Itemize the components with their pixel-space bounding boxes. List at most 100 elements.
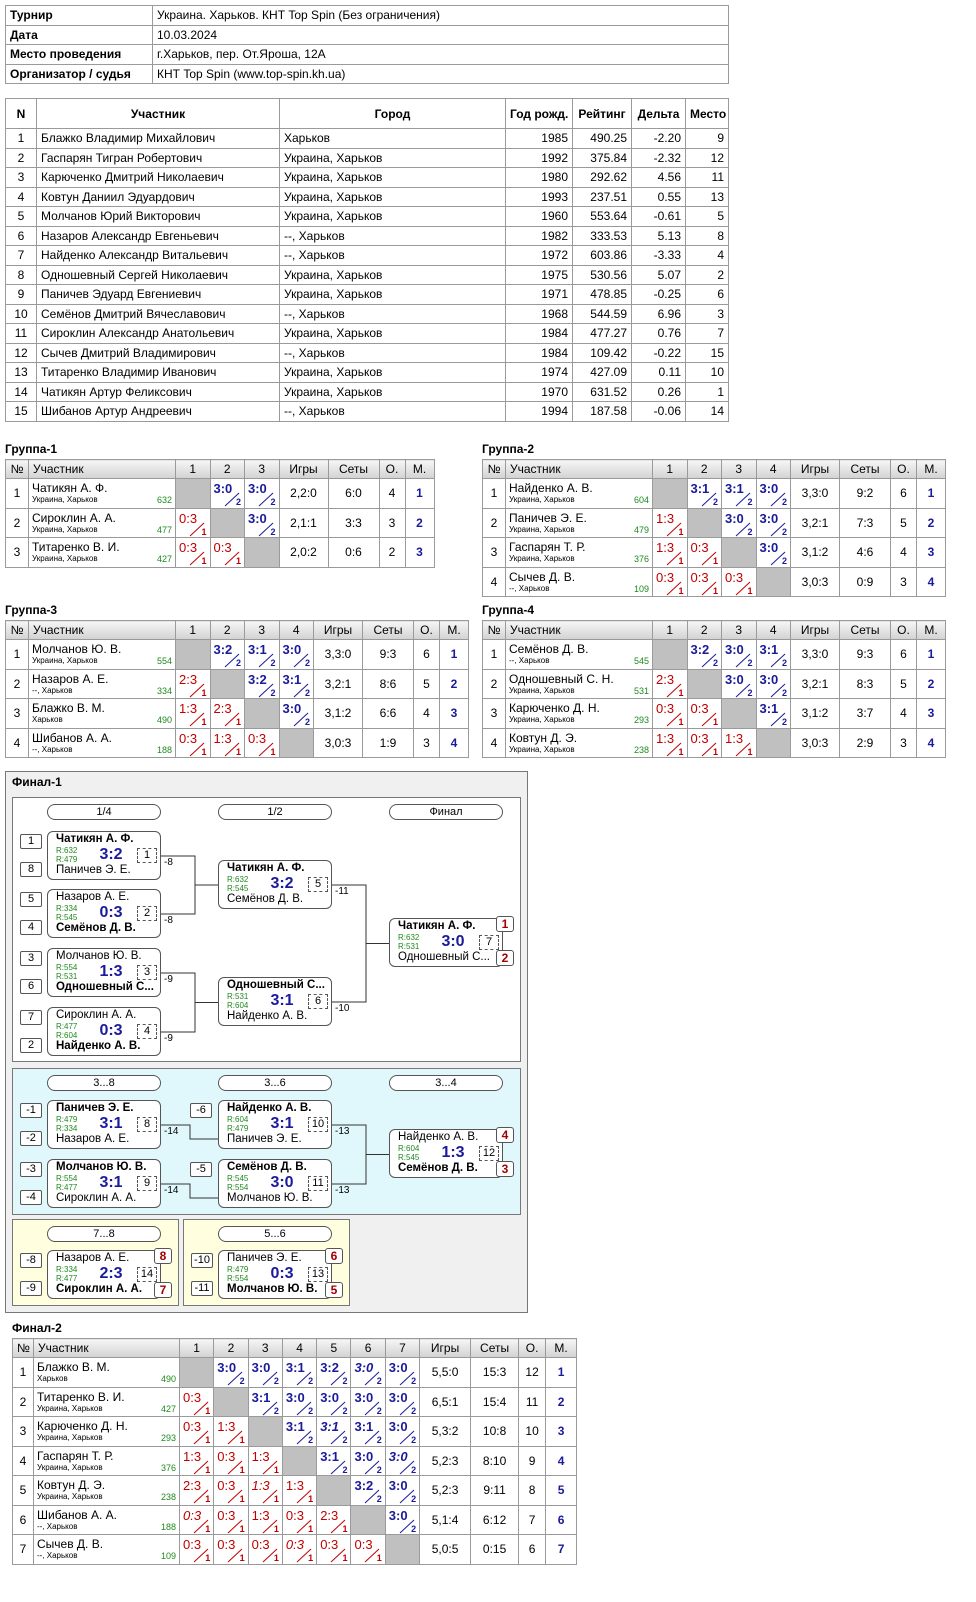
result-score: 3:1	[248, 642, 267, 658]
participant-city: --, Харьков	[509, 656, 550, 666]
player-rating: R:334	[56, 1124, 78, 1133]
result: 0:3 1	[215, 1476, 247, 1504]
result-slash	[293, 683, 308, 698]
result-score: 0:3	[217, 1537, 236, 1553]
column-header: 3	[244, 459, 280, 479]
result-score: 3:1	[759, 701, 779, 717]
games: 2,2:0	[278, 478, 329, 509]
participant-cell: 14	[5, 381, 37, 402]
result-slash	[262, 1460, 277, 1475]
seed: -10	[191, 1253, 213, 1268]
sets: 10:8	[470, 1416, 520, 1447]
result-cell: 0:3 1	[686, 566, 722, 597]
result-score: 0:3	[320, 1537, 339, 1553]
participant-cell: 4	[685, 245, 729, 266]
result-cell: 3:2 2	[244, 668, 280, 699]
result-score: 3:0	[725, 510, 744, 526]
result-points: 1	[747, 746, 753, 757]
slash-line	[296, 1401, 312, 1416]
result-slash	[365, 1401, 380, 1416]
participant-cell: Украина, Харьков	[279, 381, 506, 402]
participant-cell: 0.11	[631, 362, 686, 383]
participant-rating: 376	[160, 1462, 176, 1473]
result-points: 2	[342, 1405, 348, 1416]
place-box: 1	[496, 916, 514, 932]
player-rating: R:554	[227, 1183, 249, 1192]
result-score: 2:3	[656, 671, 675, 687]
place: 5	[545, 1475, 578, 1506]
result-points: 1	[235, 717, 241, 728]
participant-cell: Молчанов Юрий Викторович	[36, 206, 280, 227]
result-cell: 0:3 1	[175, 727, 211, 758]
points: 6	[890, 478, 917, 509]
participant-row: 3 Карюченко Дмитрий Николаевич Украина, Ха…	[5, 167, 729, 188]
slash-line	[296, 1489, 312, 1504]
row-number: 3	[482, 537, 506, 568]
result: 3:0 2	[386, 1358, 418, 1386]
result-points: 1	[678, 585, 684, 596]
result-slash	[330, 1430, 346, 1445]
participant-cell: 1971	[505, 284, 573, 305]
place: 4	[545, 1445, 578, 1476]
games: 5,1:4	[419, 1504, 472, 1535]
result-score: 0:3	[183, 1507, 202, 1523]
column-header: О.	[890, 620, 917, 640]
row-number: 5	[12, 1475, 34, 1506]
participant-sub: Украина, Харьков 427	[32, 554, 172, 564]
participant-cell: 5	[685, 206, 729, 227]
slash-line	[227, 1430, 243, 1445]
points: 3	[413, 727, 440, 758]
result-score: 0:3	[217, 1448, 236, 1464]
participant-cell: 1974	[505, 362, 573, 383]
final-title: Финал-1	[12, 775, 62, 789]
player-name: Сироклин А. А.	[56, 1283, 143, 1295]
info-value: КНТ Top Spin (www.top-spin.kh.ua)	[152, 63, 729, 84]
place: 1	[916, 478, 946, 509]
self-cell	[686, 507, 722, 538]
player-rating: R:477	[56, 1183, 78, 1192]
column-header: О.	[890, 459, 917, 479]
result-cell: 0:3 1	[686, 698, 722, 729]
result-slash	[365, 1489, 380, 1504]
games: 5,2:3	[419, 1445, 472, 1476]
participant-cell: 12	[5, 342, 37, 363]
column-header: 1	[652, 459, 688, 479]
result-points: 2	[376, 1435, 382, 1446]
participant-cell: Назаров Александр Евгеньевич	[36, 225, 280, 246]
result-slash	[666, 683, 682, 698]
participant-cell: 0.26	[631, 381, 686, 402]
result-cell: 3:1 2	[686, 478, 722, 509]
result-points: 2	[781, 717, 787, 728]
self-cell	[244, 698, 280, 729]
participant-cell: 0.76	[631, 323, 686, 344]
place: 4	[916, 727, 946, 758]
result-slash	[701, 653, 716, 668]
result-points: 1	[712, 717, 718, 728]
participant-cell: 292.62	[572, 167, 632, 188]
player-name: Одношевный С...	[227, 979, 325, 991]
result-points: 1	[273, 1553, 279, 1564]
result: 0:3 1	[181, 1506, 213, 1534]
seed: -9	[20, 1281, 42, 1296]
participant-cell: 427.09	[572, 362, 632, 383]
result-cell: 0:3 1	[175, 507, 211, 538]
group-row: 3 Гаспарян Т. Р. Украина, Харьков 376 1:3 1 0:…	[482, 537, 946, 568]
loser-goes: -11	[335, 886, 349, 897]
seed: -3	[20, 1162, 42, 1177]
participant-name: Карюченко Д. Н.	[509, 701, 600, 716]
participant-cell: 13	[5, 362, 37, 383]
result-slash	[189, 551, 205, 566]
row-number: 2	[5, 507, 29, 538]
result-score: 3:0	[388, 1507, 408, 1523]
slash-line	[701, 712, 716, 727]
result-cell: 3:0 2	[350, 1445, 386, 1476]
match-number: 5	[308, 877, 328, 892]
result-cell: 3:0 2	[755, 668, 791, 699]
points: 5	[413, 668, 440, 699]
slash-line	[258, 683, 274, 698]
result: 3:0 2	[757, 509, 790, 537]
column-header: Сеты	[327, 459, 380, 479]
result-points: 1	[308, 1494, 314, 1505]
result-slash	[666, 522, 682, 537]
participant-cell: -3.33	[631, 245, 686, 266]
